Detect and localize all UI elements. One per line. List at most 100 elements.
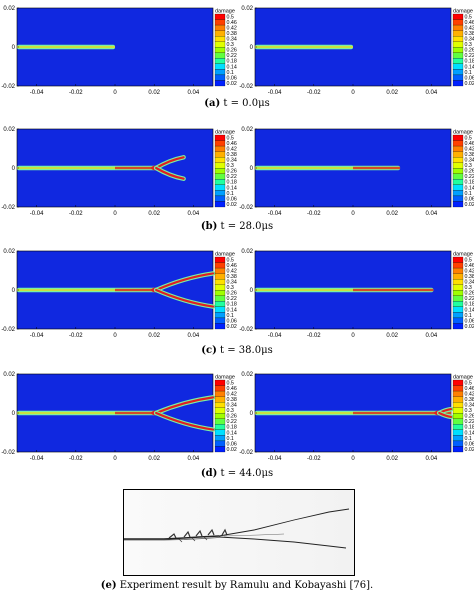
left-colorbar-swatch-0 xyxy=(214,13,226,20)
right-colorbar-label-8: 0.18 xyxy=(465,59,474,65)
left-ytick-label-0: 0.02 xyxy=(3,249,15,255)
left-colorbar-swatch-2 xyxy=(214,24,226,31)
right-colorbar-swatch-0 xyxy=(452,379,464,386)
right-colorbar-label-8: 0.18 xyxy=(465,180,474,186)
left-colorbar-label-6: 0.26 xyxy=(227,169,237,175)
left-colorbar-swatch-10 xyxy=(214,190,226,197)
right-colorbar-label-10: 0.1 xyxy=(465,436,472,442)
left-xtick-label-2: 0 xyxy=(113,333,117,339)
left-colorbar-swatch-5 xyxy=(214,407,226,414)
left-colorbar-label-5: 0.3 xyxy=(227,42,234,48)
right-colorbar-swatch-10 xyxy=(452,312,464,319)
right-colorbar-label-3: 0.38 xyxy=(465,152,474,158)
left-colorbar-label-1: 0.46 xyxy=(227,263,237,269)
left-colorbar-label-12: 0.02 xyxy=(227,81,237,87)
left-colorbar-label-10: 0.1 xyxy=(227,70,234,76)
right-colorbar-label-6: 0.26 xyxy=(465,48,474,54)
left-colorbar-label-8: 0.18 xyxy=(227,302,237,308)
right-colorbar-swatch-6 xyxy=(452,168,464,174)
right-damage-zone xyxy=(353,288,434,292)
right-colorbar-swatch-3 xyxy=(452,30,464,37)
left-colorbar-label-3: 0.38 xyxy=(227,397,237,403)
damage-field-panel-c: -0.04 -0.02 0 0.02 0.040.020-0.02damage0.50.… xyxy=(1,249,474,339)
right-colorbar-label-10: 0.1 xyxy=(465,191,472,197)
right-crack xyxy=(255,287,434,293)
left-ytick-label-0: 0.02 xyxy=(3,6,15,12)
right-xtick-label-1: -0.02 xyxy=(307,333,321,339)
left-colorbar-label-0: 0.5 xyxy=(227,14,234,20)
right-colorbar-swatch-3 xyxy=(452,151,464,158)
right-colorbar-label-6: 0.26 xyxy=(465,291,474,297)
right-xtick-label-2: 0 xyxy=(351,333,355,339)
left-colorbar-swatch-10 xyxy=(214,312,226,319)
left-colorbar-swatch-6 xyxy=(214,47,226,53)
right-xtick-label-4: 0.04 xyxy=(426,456,438,462)
left-colorbar-label-2: 0.42 xyxy=(227,392,237,398)
right-colorbar-swatch-5 xyxy=(452,162,464,169)
right-crack-core xyxy=(255,289,434,291)
right-colorbar-label-3: 0.38 xyxy=(465,274,474,280)
right-colorbar-swatch-12 xyxy=(452,446,464,453)
left-colorbar-title: damage xyxy=(215,252,235,258)
left-colorbar-label-2: 0.42 xyxy=(227,269,237,275)
right-colorbar-swatch-11 xyxy=(452,440,464,447)
right-colorbar-swatch-1 xyxy=(452,19,464,26)
right-colorbar-label-2: 0.42 xyxy=(465,392,474,398)
right-ytick-label-2: -0.02 xyxy=(239,84,253,90)
left-xtick-label-4: 0.04 xyxy=(188,456,200,462)
left-colorbar-swatch-11 xyxy=(214,440,226,447)
left-colorbar-swatch-6 xyxy=(214,413,226,419)
right-colorbar-swatch-7 xyxy=(452,418,464,425)
right-colorbar-label-11: 0.06 xyxy=(465,441,474,447)
left-xtick-label-4: 0.04 xyxy=(188,211,200,217)
left-crack xyxy=(17,44,115,50)
right-colorbar-label-9: 0.14 xyxy=(465,430,474,436)
right-colorbar-swatch-11 xyxy=(452,317,464,324)
left-branch-0 xyxy=(155,156,185,170)
left-branch-0 xyxy=(155,396,215,415)
left-colorbar-swatch-7 xyxy=(214,173,226,180)
right-colorbar-swatch-10 xyxy=(452,435,464,442)
left-crack xyxy=(17,395,216,432)
right-colorbar-label-12: 0.02 xyxy=(465,447,474,453)
left-colorbar-swatch-8 xyxy=(214,424,226,430)
left-colorbar-label-3: 0.38 xyxy=(227,152,237,158)
right-colorbar-label-9: 0.14 xyxy=(465,185,474,191)
right-ytick-label-2: -0.02 xyxy=(239,327,253,333)
left-xtick-label-2: 0 xyxy=(113,90,117,96)
caption-d: (d) t = 44.0μs xyxy=(200,468,274,479)
left-colorbar-label-9: 0.14 xyxy=(227,185,237,191)
left-xtick-label-3: 0.02 xyxy=(148,333,160,339)
right-colorbar-swatch-10 xyxy=(452,190,464,197)
left-colorbar-label-5: 0.3 xyxy=(227,163,234,169)
right-colorbar-label-6: 0.26 xyxy=(465,169,474,175)
right-colorbar-label-1: 0.46 xyxy=(465,141,474,147)
left-xtick-label-4: 0.04 xyxy=(188,333,200,339)
right-colorbar-label-7: 0.22 xyxy=(465,174,474,180)
left-colorbar-swatch-1 xyxy=(214,262,226,269)
left-colorbar-label-4: 0.34 xyxy=(227,403,237,409)
left-colorbar-swatch-1 xyxy=(214,19,226,26)
left-xtick-label-0: -0.04 xyxy=(30,90,44,96)
left-colorbar-label-8: 0.18 xyxy=(227,180,237,186)
left-damage-zone xyxy=(115,411,157,415)
right-ytick-label-2: -0.02 xyxy=(239,450,253,456)
left-colorbar-swatch-7 xyxy=(214,295,226,302)
left-colorbar-label-10: 0.1 xyxy=(227,436,234,442)
right-colorbar-swatch-1 xyxy=(452,262,464,269)
right-xtick-label-1: -0.02 xyxy=(307,211,321,217)
right-ytick-label-1: 0 xyxy=(250,411,254,417)
caption-e: (e) Experiment result by Ramulu and Koba… xyxy=(100,580,374,591)
right-colorbar-swatch-0 xyxy=(452,134,464,141)
left-colorbar-label-3: 0.38 xyxy=(227,274,237,280)
right-colorbar-label-7: 0.22 xyxy=(465,53,474,59)
left-colorbar-label-7: 0.22 xyxy=(227,296,237,302)
left-colorbar-swatch-12 xyxy=(214,446,226,453)
right-colorbar-swatch-8 xyxy=(452,58,464,64)
left-colorbar-label-0: 0.5 xyxy=(227,135,234,141)
right-damage-zone xyxy=(353,411,451,415)
left-colorbar-label-4: 0.34 xyxy=(227,37,237,43)
right-xtick-label-4: 0.04 xyxy=(426,211,438,217)
left-colorbar-swatch-11 xyxy=(214,195,226,202)
damage-field-panel-d: -0.04 -0.02 0 0.02 0.040.020-0.02damage0.50.… xyxy=(1,372,474,462)
